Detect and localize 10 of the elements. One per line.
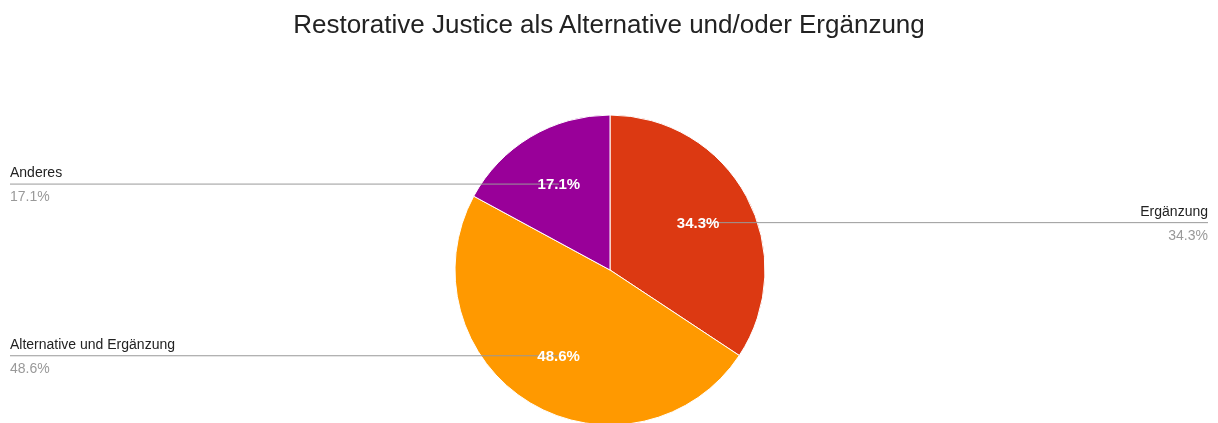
chart-title: Restorative Justice als Alternative und/oder Ergänzung bbox=[293, 9, 925, 39]
slice-label: Anderes bbox=[10, 164, 63, 181]
text: 48.6% bbox=[10, 359, 50, 376]
slice-label: Ergänzung bbox=[1140, 202, 1208, 219]
data-label: 34.3% bbox=[676, 213, 720, 231]
data-label: 17.1% bbox=[537, 175, 581, 193]
text: 34.3% bbox=[1168, 226, 1208, 243]
slice-label: Alternative und Ergänzung bbox=[10, 335, 175, 352]
text: 17.1% bbox=[10, 188, 50, 205]
data-label: 48.6% bbox=[537, 346, 580, 364]
